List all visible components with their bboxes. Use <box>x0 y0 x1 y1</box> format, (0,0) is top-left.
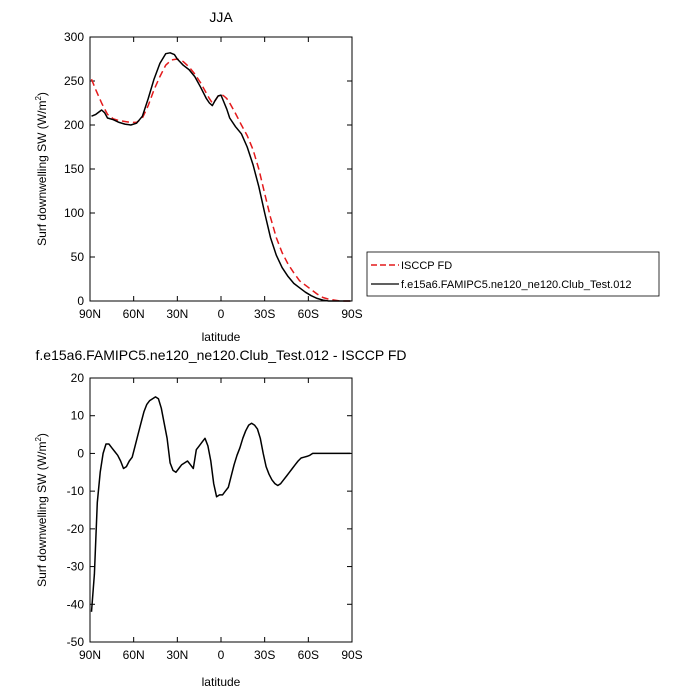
top-xtick-label: 60N <box>123 307 145 321</box>
bottom-ytick-label: 10 <box>71 409 85 423</box>
legend: ISCCP FD f.e15a6.FAMIPC5.ne120_ne120.Clu… <box>366 251 660 297</box>
bottom-xtick-label: 90N <box>79 648 101 662</box>
top-ylabel-sup: 2 <box>34 96 43 101</box>
bottom-ylabel: Surf downwelling SW (W/m2) <box>34 433 49 587</box>
top-ylabel-main: Surf downwelling SW (W/m <box>35 101 49 246</box>
legend-label-isccp: ISCCP FD <box>401 260 452 272</box>
top-lines <box>90 52 351 302</box>
bottom-xtick-label: 60N <box>123 648 145 662</box>
bottom-xtick-label: 60S <box>298 648 319 662</box>
top-xtick-label: 30N <box>166 307 188 321</box>
top-ytick-label: 0 <box>77 294 84 308</box>
bottom-xtick-label: 90S <box>341 648 362 662</box>
top-ytick-label: 250 <box>64 74 84 88</box>
bottom-ytick-label: -30 <box>67 560 85 574</box>
bottom-ytick-label: 0 <box>77 446 84 460</box>
top-xtick-label: 0 <box>218 307 225 321</box>
bottom-xlabel: latitude <box>202 675 241 689</box>
top-ticks: 90N 60N 30N 0 30S 60S 90S 0 50 100 150 200 250 300 <box>64 30 363 321</box>
bottom-plot-frame <box>89 377 353 643</box>
top-ytick-label: 300 <box>64 30 84 44</box>
bottom-ytick-label: 20 <box>71 371 85 385</box>
top-xtick-label: 60S <box>298 307 319 321</box>
top-ytick-label: 150 <box>64 162 84 176</box>
top-ylabel-close: ) <box>35 92 49 96</box>
bottom-title: f.e15a6.FAMIPC5.ne120_ne120.Club_Test.01… <box>36 347 407 363</box>
top-plot-frame <box>89 36 353 302</box>
bottom-ylabel-main: Surf downwelling SW (W/m <box>35 442 49 587</box>
bottom-series-line-0 <box>90 396 351 612</box>
bottom-xtick-label: 0 <box>218 648 225 662</box>
top-series-line-1 <box>91 52 351 302</box>
top-title: JJA <box>209 9 233 25</box>
top-panel: JJA 90N 60N 30N 0 30S 60S 90S 0 50 100 150 200 250 30… <box>34 9 363 344</box>
bottom-lines <box>90 396 351 612</box>
top-ytick-label: 100 <box>64 206 84 220</box>
bottom-ytick-label: -40 <box>67 597 85 611</box>
top-ytick-label: 50 <box>71 250 85 264</box>
legend-box <box>366 251 660 297</box>
top-ytick-label: 200 <box>64 118 84 132</box>
top-ylabel: Surf downwelling SW (W/m2) <box>34 92 49 246</box>
top-xtick-label: 90N <box>79 307 101 321</box>
bottom-ytick-label: -20 <box>67 522 85 536</box>
bottom-ticks: 90N 60N 30N 0 30S 60S 90S -50 -40 -30 -20 -10 0 10 20 <box>67 371 363 662</box>
top-xtick-label: 30S <box>254 307 275 321</box>
bottom-panel: f.e15a6.FAMIPC5.ne120_ne120.Club_Test.01… <box>34 347 406 689</box>
bottom-ytick-label: -50 <box>67 635 85 649</box>
bottom-ylabel-sup: 2 <box>34 437 43 442</box>
bottom-ytick-label: -10 <box>67 484 85 498</box>
bottom-xtick-label: 30N <box>166 648 188 662</box>
top-xlabel: latitude <box>202 330 241 344</box>
top-xtick-label: 90S <box>341 307 362 321</box>
bottom-xtick-label: 30S <box>254 648 275 662</box>
bottom-ylabel-close: ) <box>35 433 49 437</box>
legend-label-model: f.e15a6.FAMIPC5.ne120_ne120.Club_Test.01… <box>401 279 632 291</box>
